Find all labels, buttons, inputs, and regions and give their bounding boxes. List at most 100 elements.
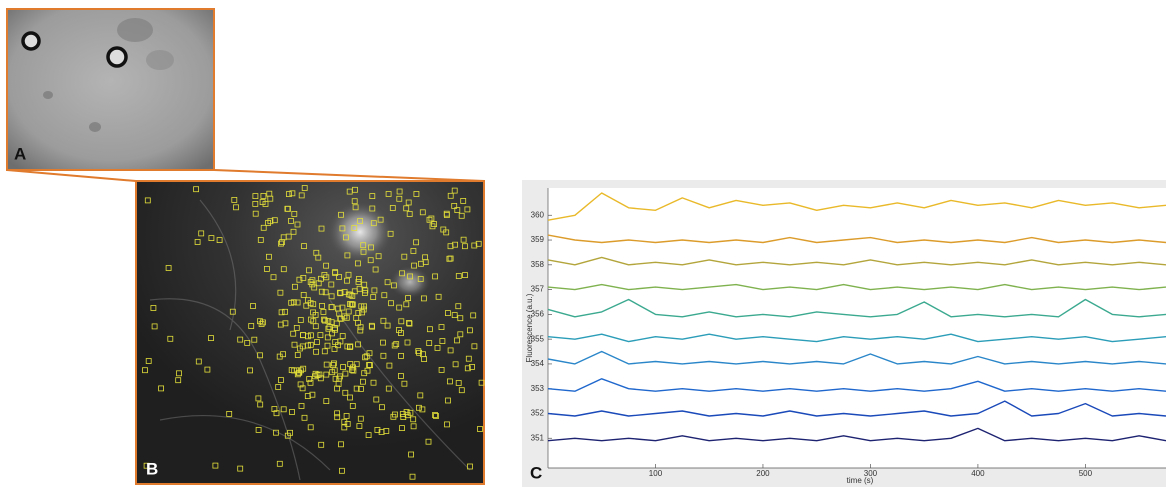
roi-box xyxy=(454,337,460,344)
roi-box xyxy=(331,346,338,352)
roi-box xyxy=(338,211,344,218)
roi-box xyxy=(287,429,294,436)
roi-box xyxy=(277,240,284,247)
trace xyxy=(547,256,1166,266)
roi-box xyxy=(204,366,211,373)
roi-box xyxy=(323,361,330,368)
bright-cluster xyxy=(328,202,392,262)
roi-box xyxy=(344,420,351,427)
roi-box xyxy=(370,379,377,386)
roi-box xyxy=(335,380,342,387)
roi-box xyxy=(301,185,308,191)
roi-box xyxy=(444,421,450,428)
roi-box xyxy=(252,210,259,217)
roi-box xyxy=(397,373,404,379)
roi-box xyxy=(309,277,316,284)
roi-box xyxy=(398,352,404,359)
roi-box xyxy=(373,396,380,403)
roi-box xyxy=(353,385,360,392)
roi-box xyxy=(294,371,301,378)
y-tick-label: 356 xyxy=(531,309,545,318)
roi-box xyxy=(300,274,307,281)
roi-box xyxy=(282,320,289,327)
roi-box xyxy=(231,196,238,203)
roi-box xyxy=(265,219,272,226)
roi-box xyxy=(176,370,182,377)
roi-box xyxy=(343,314,350,321)
roi-box xyxy=(475,240,482,247)
roi-box xyxy=(368,244,374,251)
y-tick-label: 358 xyxy=(531,260,545,269)
roi-box xyxy=(276,353,283,360)
roi-box xyxy=(396,188,403,195)
roi-box xyxy=(208,335,214,342)
roi-box xyxy=(301,243,307,250)
roi-box xyxy=(280,406,287,413)
roi-box xyxy=(478,379,485,386)
roi-box xyxy=(301,414,308,421)
roi-box xyxy=(370,294,377,301)
roi-box xyxy=(345,308,352,315)
roi-box xyxy=(304,393,311,400)
roi-box xyxy=(432,273,439,280)
x-tick-label: 100 xyxy=(649,469,663,478)
roi-box xyxy=(355,278,362,285)
roi-box xyxy=(312,370,319,377)
roi-box xyxy=(276,460,283,467)
roi-box xyxy=(194,239,201,245)
roi-box xyxy=(458,387,465,394)
roi-box xyxy=(353,361,360,368)
roi-box xyxy=(317,275,324,282)
roi-box xyxy=(413,191,420,197)
roi-box xyxy=(250,303,256,309)
roi-box xyxy=(320,308,327,315)
roi-box xyxy=(150,305,157,311)
roi-box xyxy=(457,331,464,338)
roi-box xyxy=(470,312,477,319)
x-tick-label: 400 xyxy=(971,469,985,478)
roi-box xyxy=(378,404,385,411)
roi-box xyxy=(445,397,451,404)
roi-box xyxy=(309,281,316,288)
roi-box xyxy=(471,242,478,249)
roi-box xyxy=(438,366,445,373)
roi-box xyxy=(270,274,277,281)
roi-box xyxy=(317,332,324,339)
roi-box xyxy=(208,235,215,242)
roi-box xyxy=(384,279,391,286)
roi-box xyxy=(426,326,433,333)
roi-box xyxy=(443,229,450,236)
roi-box xyxy=(380,317,387,324)
roi-box xyxy=(447,347,454,354)
roi-box xyxy=(165,265,172,271)
y-tick-label: 359 xyxy=(531,235,545,244)
roi-box xyxy=(410,423,417,430)
roi-box xyxy=(318,225,325,232)
x-tick-label: 500 xyxy=(1079,469,1093,478)
trace xyxy=(547,400,1166,417)
roi-box xyxy=(405,295,412,302)
y-tick-label: 351 xyxy=(531,433,545,442)
roi-box xyxy=(417,392,424,399)
roi-box xyxy=(307,424,314,431)
roi-box xyxy=(336,289,343,296)
trace xyxy=(547,333,1166,343)
roi-box xyxy=(346,344,353,351)
x-axis-label: time (s) xyxy=(847,476,874,485)
roi-box xyxy=(195,358,202,365)
bead xyxy=(21,31,41,51)
roi-box xyxy=(167,335,174,342)
cell-cluster xyxy=(146,50,174,70)
roi-box xyxy=(455,303,462,310)
roi-box xyxy=(299,385,306,392)
panel-label: C xyxy=(530,463,542,482)
roi-group xyxy=(142,185,485,480)
roi-box xyxy=(407,273,414,280)
roi-box xyxy=(401,380,408,387)
roi-box xyxy=(362,354,369,361)
roi-box xyxy=(421,356,428,363)
roi-box xyxy=(393,341,400,348)
roi-box xyxy=(334,305,341,312)
roi-box xyxy=(273,410,280,417)
